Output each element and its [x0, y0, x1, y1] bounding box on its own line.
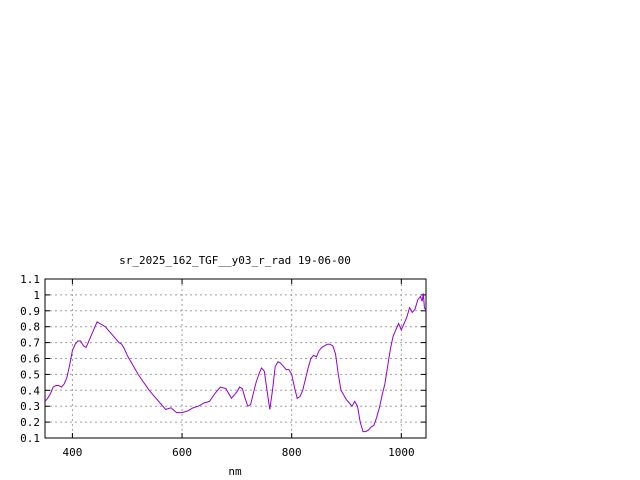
y-tick-label: 0.3: [20, 400, 40, 413]
chart-title: sr_2025_162_TGF__y03_r_rad 19-06-00: [119, 254, 351, 267]
y-tick-label: 0.5: [20, 368, 40, 381]
y-tick-label: 0.9: [20, 305, 40, 318]
y-tick-label: 1.1: [20, 273, 40, 286]
x-tick-label: 800: [282, 446, 302, 459]
y-tick-label: 1: [33, 289, 40, 302]
series-layer: [44, 293, 427, 433]
grid-lines: [45, 279, 426, 438]
y-tick-label: 0.1: [20, 432, 40, 445]
x-axis-label: nm: [228, 465, 242, 478]
y-tick-label: 0.4: [20, 384, 40, 397]
x-tick-label: 600: [172, 446, 192, 459]
axis-ticks: [45, 278, 426, 439]
y-tick-label: 0.8: [20, 321, 40, 334]
series-line: [44, 293, 427, 433]
x-tick-label: 400: [62, 446, 82, 459]
x-tick-label: 1000: [388, 446, 415, 459]
y-tick-label: 0.6: [20, 353, 40, 366]
y-tick-label: 0.2: [20, 416, 40, 429]
tick-labels: 400 600 800 1000 0.1 0.2 0.3 0.4 0.5 0.6 0.7 0.8 0.9…: [20, 273, 414, 459]
y-tick-label: 0.7: [20, 337, 40, 350]
